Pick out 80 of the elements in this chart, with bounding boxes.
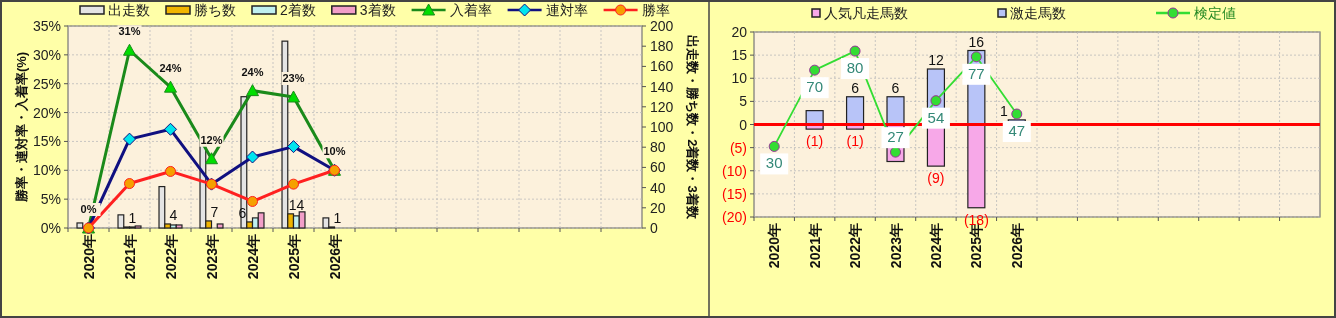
data-label: 1: [333, 209, 342, 226]
y2-tick-label: 180: [650, 38, 674, 55]
x-tick-label: 2026年: [326, 234, 343, 280]
y-tick-label: (20): [722, 209, 747, 225]
x-tick-label: 2025年: [285, 234, 302, 280]
data-label: 27: [887, 128, 904, 146]
x-tick-label: 2020年: [80, 234, 97, 280]
y-tick-label: 5%: [40, 191, 61, 208]
x-tick-label: 2021年: [121, 234, 138, 280]
x-tick-label: 2023年: [203, 234, 220, 280]
legend-label: 人気凡走馬数: [824, 5, 908, 21]
y2-tick-label: 160: [650, 58, 674, 75]
y2-tick-label: 140: [650, 78, 674, 95]
data-label: 6: [851, 79, 860, 96]
y-tick-label: 25%: [32, 75, 61, 92]
y2-tick-label: 40: [650, 179, 666, 196]
legend-label: 勝率: [641, 2, 670, 18]
data-label: 1: [128, 209, 137, 226]
data-label: (1): [806, 133, 824, 150]
legend-label: 出走数: [108, 2, 150, 18]
y-tick-label: 20%: [32, 104, 61, 121]
y2-tick-label: 100: [650, 119, 674, 135]
y2-tick-label: 20: [650, 199, 666, 216]
y-tick-label: 15%: [32, 133, 61, 150]
x-tick-label: 2024年: [244, 234, 261, 280]
data-label: 1: [999, 102, 1008, 119]
data-label: 54: [927, 108, 945, 126]
data-label: 12%: [200, 133, 223, 146]
y-tick-label: 35%: [32, 18, 61, 34]
y-tick-label: (10): [722, 162, 747, 179]
y-tick-label: 10%: [32, 162, 61, 179]
data-label: 47: [1008, 122, 1026, 140]
data-label: 4: [169, 206, 178, 223]
data-label: 80: [846, 59, 864, 77]
data-label: 0%: [80, 203, 97, 215]
y-tick-label: (5): [729, 139, 747, 156]
y-tick-label: 5: [739, 93, 748, 110]
y-tick-label: 0: [739, 116, 748, 133]
y2-tick-label: 200: [650, 18, 674, 34]
data-label: 30: [765, 154, 783, 172]
y-tick-label: 15: [731, 47, 748, 64]
data-label: (9): [927, 170, 945, 187]
x-tick-label: 2021年: [806, 223, 823, 269]
y2-tick-label: 80: [650, 139, 666, 156]
y-tick-label: 30%: [32, 46, 61, 63]
y-tick-label: (15): [722, 185, 747, 202]
data-label: 31%: [118, 25, 141, 38]
legend-label: 勝ち数: [194, 2, 236, 18]
data-label: 10%: [323, 145, 346, 158]
y2-tick-label: 0: [650, 220, 658, 236]
data-label: 24%: [241, 65, 264, 78]
x-tick-label: 2022年: [162, 234, 179, 280]
legend-label: 激走馬数: [1010, 5, 1066, 21]
data-label: 6: [891, 79, 900, 96]
y-tick-label: 0%: [40, 220, 61, 236]
y2-tick-label: 120: [650, 98, 674, 115]
x-tick-label: 2023年: [887, 223, 904, 269]
y-tick-label: 10: [731, 70, 748, 87]
data-label: 77: [968, 64, 985, 82]
data-label: 24%: [159, 62, 182, 75]
legend-label: 2着数: [280, 2, 316, 18]
data-label: 14: [288, 196, 305, 213]
y-axis-title: 勝率・連対率・入着率(%): [14, 51, 29, 204]
y2-axis-title: 出走数・勝ち数・2着数・3着数: [685, 35, 700, 220]
x-tick-label: 2026年: [1008, 223, 1025, 269]
legend-label: 入着率: [449, 2, 492, 18]
x-tick-label: 2022年: [847, 223, 864, 269]
y-tick-label: 20: [731, 24, 748, 40]
data-label: 23%: [282, 71, 305, 84]
data-label: 7: [210, 203, 219, 220]
data-label: 70: [806, 78, 823, 96]
x-tick-label: 2020年: [766, 223, 783, 269]
x-tick-label: 2024年: [927, 223, 944, 269]
y2-tick-label: 60: [650, 159, 666, 176]
legend-label: 連対率: [545, 2, 588, 18]
legend-label: 検定値: [1194, 5, 1236, 21]
legend-label: 3着数: [359, 2, 396, 18]
data-label: (1): [846, 133, 864, 150]
data-label: 12: [928, 52, 944, 68]
data-label: 16: [968, 33, 985, 50]
